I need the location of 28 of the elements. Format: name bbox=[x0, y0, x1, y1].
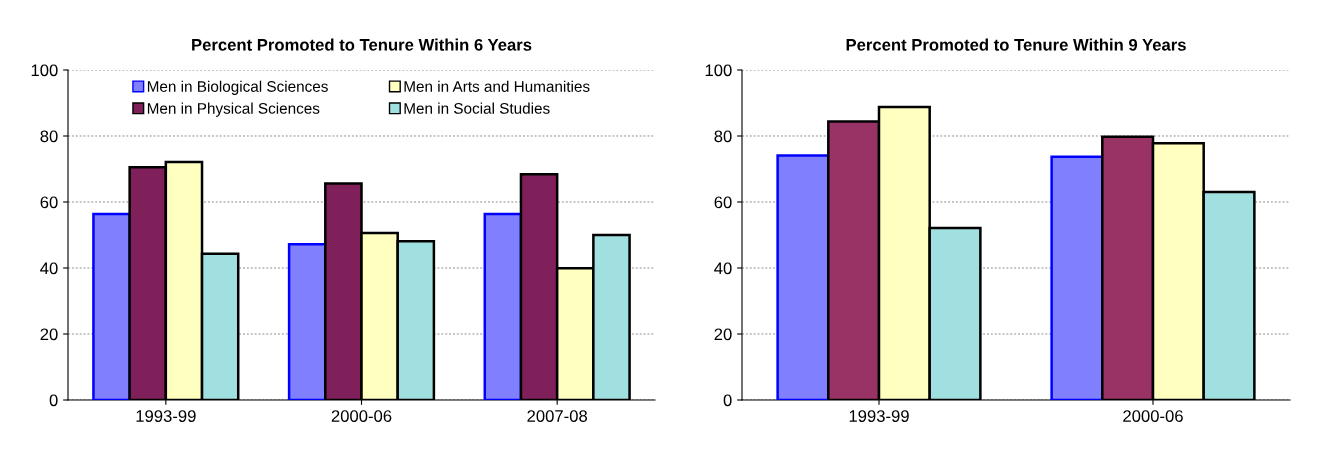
chart-title: Percent Promoted to Tenure Within 6 Years bbox=[192, 38, 532, 51]
x-tick-label: 2007-08 bbox=[527, 410, 588, 422]
bar bbox=[776, 154, 830, 400]
chart-title: Percent Promoted to Tenure Within 9 Years bbox=[846, 38, 1186, 51]
y-tick-label: 60 bbox=[40, 196, 58, 209]
bar bbox=[483, 212, 523, 400]
y-tick-label: 80 bbox=[40, 130, 58, 143]
x-tick-label: 1993-99 bbox=[849, 410, 909, 422]
x-tick-label: 1993-99 bbox=[136, 410, 196, 422]
y-tick-label: 100 bbox=[705, 64, 732, 77]
y-tick-label: 40 bbox=[40, 262, 58, 275]
y-tick-label: 0 bbox=[49, 394, 58, 407]
y-tick-label: 40 bbox=[714, 262, 732, 275]
y-tick-label: 0 bbox=[723, 394, 732, 407]
y-tick-label: 80 bbox=[714, 130, 732, 143]
bar bbox=[287, 242, 327, 400]
legend-label: Men in Arts and Humanities bbox=[404, 80, 590, 92]
legend-label: Men in Social Studies bbox=[404, 102, 550, 114]
y-tick-label: 60 bbox=[714, 196, 732, 209]
x-tick-label: 2000-06 bbox=[1123, 410, 1183, 422]
y-tick-label: 20 bbox=[40, 328, 58, 341]
legend-label: Men in Physical Sciences bbox=[147, 102, 320, 117]
x-tick-label: 2000-06 bbox=[331, 410, 392, 422]
y-tick-label: 100 bbox=[31, 64, 58, 77]
y-tick-label: 20 bbox=[714, 328, 732, 341]
bar bbox=[1050, 155, 1104, 400]
legend-label: Men in Biological Sciences bbox=[147, 80, 328, 95]
bar bbox=[92, 212, 131, 400]
